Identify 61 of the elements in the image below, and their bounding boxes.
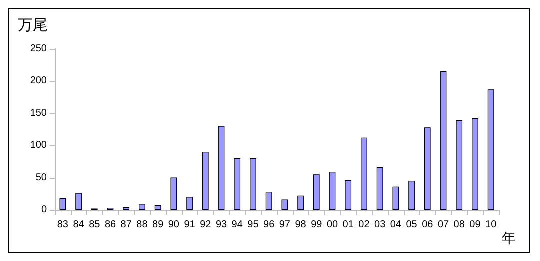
x-tick-label: 90 [168, 220, 180, 230]
x-tick-label: 08 [454, 220, 466, 230]
y-tick-label: 250 [30, 44, 48, 54]
bar [234, 158, 241, 210]
bar [313, 174, 320, 210]
x-tick-label: 09 [470, 220, 482, 230]
x-tick-label: 89 [152, 220, 164, 230]
bar [488, 90, 494, 210]
bar [202, 152, 209, 210]
bar [408, 181, 415, 210]
bar [218, 126, 225, 210]
x-tick-label: 98 [295, 220, 307, 230]
x-tick-label: 92 [200, 220, 212, 230]
bar [456, 120, 463, 210]
bar [361, 138, 368, 210]
x-tick-label: 87 [120, 220, 132, 230]
x-tick-label: 93 [216, 220, 228, 230]
y-tick-label: 0 [41, 204, 48, 216]
bar [60, 198, 66, 210]
bar [376, 167, 384, 210]
bar [440, 72, 447, 210]
x-tick-label: 91 [184, 220, 196, 230]
bar [266, 192, 272, 210]
bar [472, 118, 478, 210]
x-tick-label: 85 [89, 220, 101, 230]
bar [424, 128, 431, 210]
bar [282, 200, 288, 210]
x-tick-label: 88 [136, 220, 148, 230]
x-tick-label: 01 [342, 220, 354, 230]
bar [154, 205, 162, 210]
bar [76, 193, 82, 210]
bar [392, 186, 400, 210]
y-tick-label: 100 [30, 140, 48, 152]
x-tick-label: 05 [406, 220, 418, 230]
bar [139, 204, 146, 210]
y-tick-label: 50 [36, 172, 48, 184]
bar [250, 158, 256, 210]
x-tick-label: 97 [279, 220, 291, 230]
bar [345, 180, 352, 210]
x-tick-label: 06 [422, 220, 434, 230]
x-tick-label: 04 [390, 220, 402, 230]
x-tick-label: 84 [73, 220, 85, 230]
y-tick-label: 200 [30, 76, 48, 87]
x-tick-label: 83 [57, 220, 69, 230]
x-tick-label: 02 [358, 220, 370, 230]
x-tick-label: 94 [232, 220, 244, 230]
x-tick-label: 86 [104, 220, 116, 230]
y-tick-label: 150 [30, 108, 48, 119]
y-axis-title: 万尾 [18, 17, 48, 34]
x-tick-label: 10 [486, 220, 498, 230]
bar [298, 196, 304, 210]
x-tick-label: 95 [248, 220, 260, 230]
x-tick-label: 07 [438, 220, 450, 230]
x-axis-title: 年 [502, 230, 516, 246]
bar [329, 172, 336, 210]
x-tick-label: 00 [326, 220, 338, 230]
bar [170, 178, 178, 210]
x-tick-label: 96 [264, 220, 276, 230]
x-tick-label: 03 [374, 220, 386, 230]
bar [186, 197, 193, 210]
x-tick-label: 99 [311, 220, 323, 230]
